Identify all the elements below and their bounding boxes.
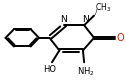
Text: NH$_2$: NH$_2$ <box>77 65 94 78</box>
Text: N: N <box>60 16 67 24</box>
Text: N: N <box>82 16 89 24</box>
Text: HO: HO <box>43 65 56 74</box>
Text: /: / <box>95 9 98 15</box>
Text: O: O <box>117 33 125 43</box>
Text: CH$_3$: CH$_3$ <box>95 2 111 14</box>
